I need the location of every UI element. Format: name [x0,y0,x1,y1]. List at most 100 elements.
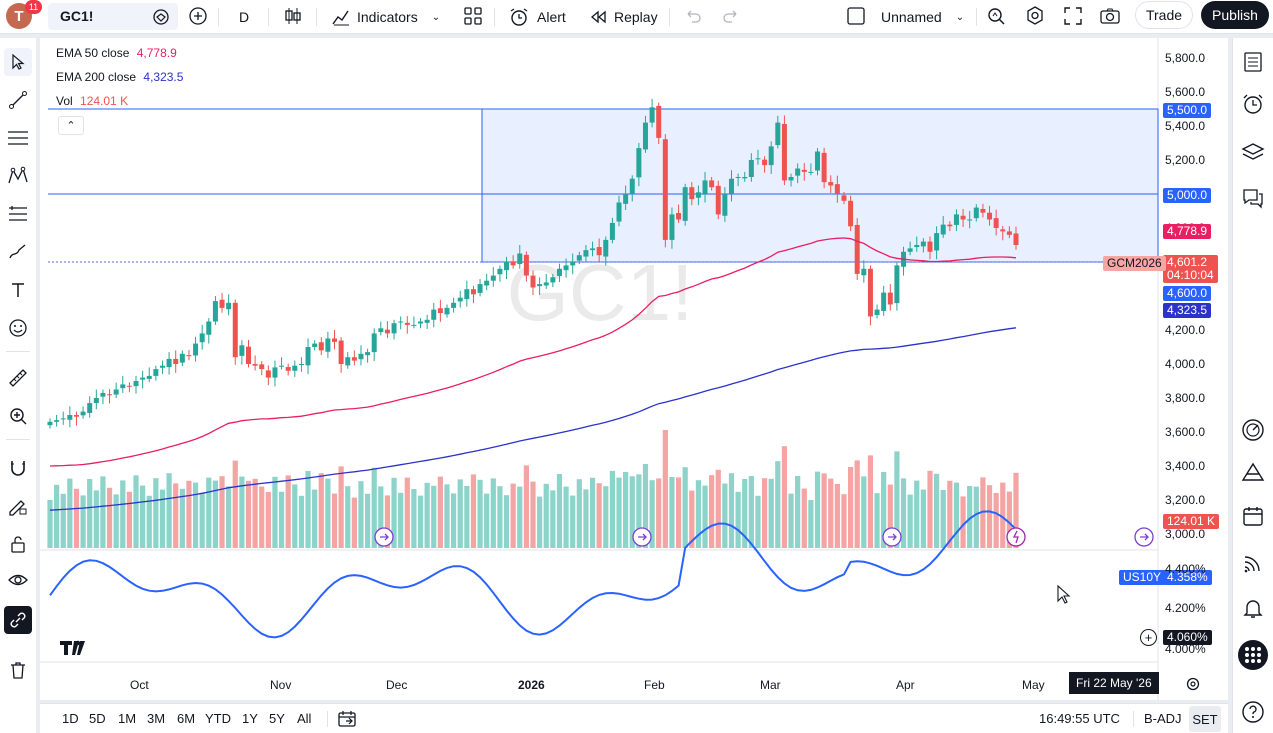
range-button-3m[interactable]: 3M [147,711,166,726]
range-button-5y[interactable]: 5Y [269,711,285,726]
object-tree-button[interactable] [1239,138,1267,166]
volume-bar [80,495,86,548]
collapse-legend-button[interactable]: ⌃ [58,116,84,135]
sync-drawings-tool[interactable] [4,606,32,634]
chats-button[interactable] [1239,184,1267,212]
volume-bar [140,485,146,548]
range-button-1y[interactable]: 1Y [242,711,258,726]
camera-icon[interactable] [1099,6,1121,26]
range-button-6m[interactable]: 6M [177,711,196,726]
legend-volume[interactable]: Vol 124.01 K [56,94,128,108]
separator [268,8,269,26]
streams-button[interactable] [1239,550,1267,578]
volume-bar [292,484,298,548]
symbol-info-icon[interactable] [152,8,170,26]
cursor-tool[interactable] [4,48,32,76]
interval-button[interactable]: D [239,5,249,29]
legend-ema50[interactable]: EMA 50 close 4,778.9 [56,46,177,60]
rectangle-drawing[interactable] [481,108,1159,263]
trade-button[interactable]: Trade [1135,1,1193,29]
apps-button[interactable] [1238,640,1268,670]
redo-icon[interactable] [722,7,740,25]
indicators-icon [332,10,349,26]
volume-bar [682,467,688,548]
range-button-1d[interactable]: 1D [62,711,79,726]
watchlist-button[interactable] [1239,48,1267,76]
hide-drawings-tool[interactable] [4,566,32,594]
zoom-tool[interactable] [4,402,32,430]
layouts-grid-icon[interactable] [463,6,483,26]
lock-drawings-tool[interactable] [4,530,32,558]
back-adjust-toggle[interactable]: B-ADJ [1144,711,1182,726]
symbol-search[interactable]: GC1! [48,3,178,30]
ema50-line[interactable] [49,237,1017,467]
volume-bar [735,491,741,548]
volume-bar [477,479,483,548]
calendar-button[interactable] [1239,502,1267,530]
undo-icon[interactable] [684,7,702,25]
legend-ema200[interactable]: EMA 200 close 4,323.5 [56,70,183,84]
event-markers[interactable] [374,527,1154,547]
replay-button[interactable]: Replay [589,5,658,29]
crosshair-plus-button[interactable]: + [1140,629,1157,646]
alerts-button[interactable] [1239,90,1267,118]
volume-bar [67,478,73,548]
volume-bar [920,489,926,548]
candle [239,345,245,356]
layout-name-dropdown[interactable]: Unnamed ⌄ [881,5,964,29]
volume-bar [404,477,410,548]
indicators-label: Indicators [357,9,418,25]
chart-settings-gear-icon[interactable] [1185,676,1201,692]
candle [464,289,470,300]
tradingview-logo-icon[interactable] [58,638,92,658]
ideas-button[interactable] [1239,458,1267,486]
chart-canvas[interactable]: GC1! [40,38,1228,700]
goto-date-calendar-icon[interactable] [337,709,357,729]
text-tool[interactable] [4,276,32,304]
candle [616,202,622,222]
ema50-price-tag: 4,778.9 [1163,224,1212,239]
quick-search-icon[interactable] [985,5,1007,27]
candle [821,152,827,183]
magnet-tool[interactable] [4,454,32,482]
help-button[interactable] [1239,698,1267,726]
range-button-5d[interactable]: 5D [89,711,106,726]
trend-line-tool[interactable] [4,86,32,114]
notifications-button[interactable] [1239,594,1267,622]
brush-tool[interactable] [4,238,32,266]
fullscreen-icon[interactable] [1063,6,1083,26]
volume-bar [113,494,119,548]
add-symbol-icon[interactable] [188,6,208,26]
range-button-ytd[interactable]: YTD [205,711,231,726]
candles-chart-type-icon[interactable] [283,5,303,27]
session-button[interactable]: SET [1189,706,1221,732]
indicators-button[interactable]: Indicators ⌄ [331,5,440,29]
range-button-all[interactable]: All [297,711,312,726]
data-window-button[interactable] [1239,416,1267,444]
emoji-tool[interactable] [4,314,32,342]
remove-drawings-tool[interactable] [4,656,32,684]
alert-button[interactable]: Alert [508,5,566,29]
ruler-tool[interactable] [4,364,32,392]
price-axis-label: 3,200.0 [1165,493,1206,507]
range-button-1m[interactable]: 1M [118,711,137,726]
fib-tool[interactable] [4,200,32,228]
clock[interactable]: 16:49:55 UTC [1039,711,1120,726]
volume-bar [861,476,867,548]
stay-in-drawing-mode-tool[interactable] [4,492,32,520]
layout-square-icon[interactable] [846,6,866,26]
settings-gear-icon[interactable] [1025,5,1045,27]
volume-bar [133,475,139,548]
chart-area[interactable]: GC1! EMA 50 close 4,778.9 EMA 200 close … [40,38,1228,700]
pattern-tool[interactable] [4,162,32,190]
candle [662,139,668,240]
publish-button[interactable]: Publish [1201,1,1269,29]
horizontal-lines-tool[interactable] [4,124,32,152]
separator [669,8,670,26]
candle [623,194,629,204]
volume-bar [583,489,589,548]
candle [973,207,979,219]
volume-bar [709,475,715,548]
us10y-line[interactable] [49,510,1017,639]
ema200-line[interactable] [49,327,1017,511]
